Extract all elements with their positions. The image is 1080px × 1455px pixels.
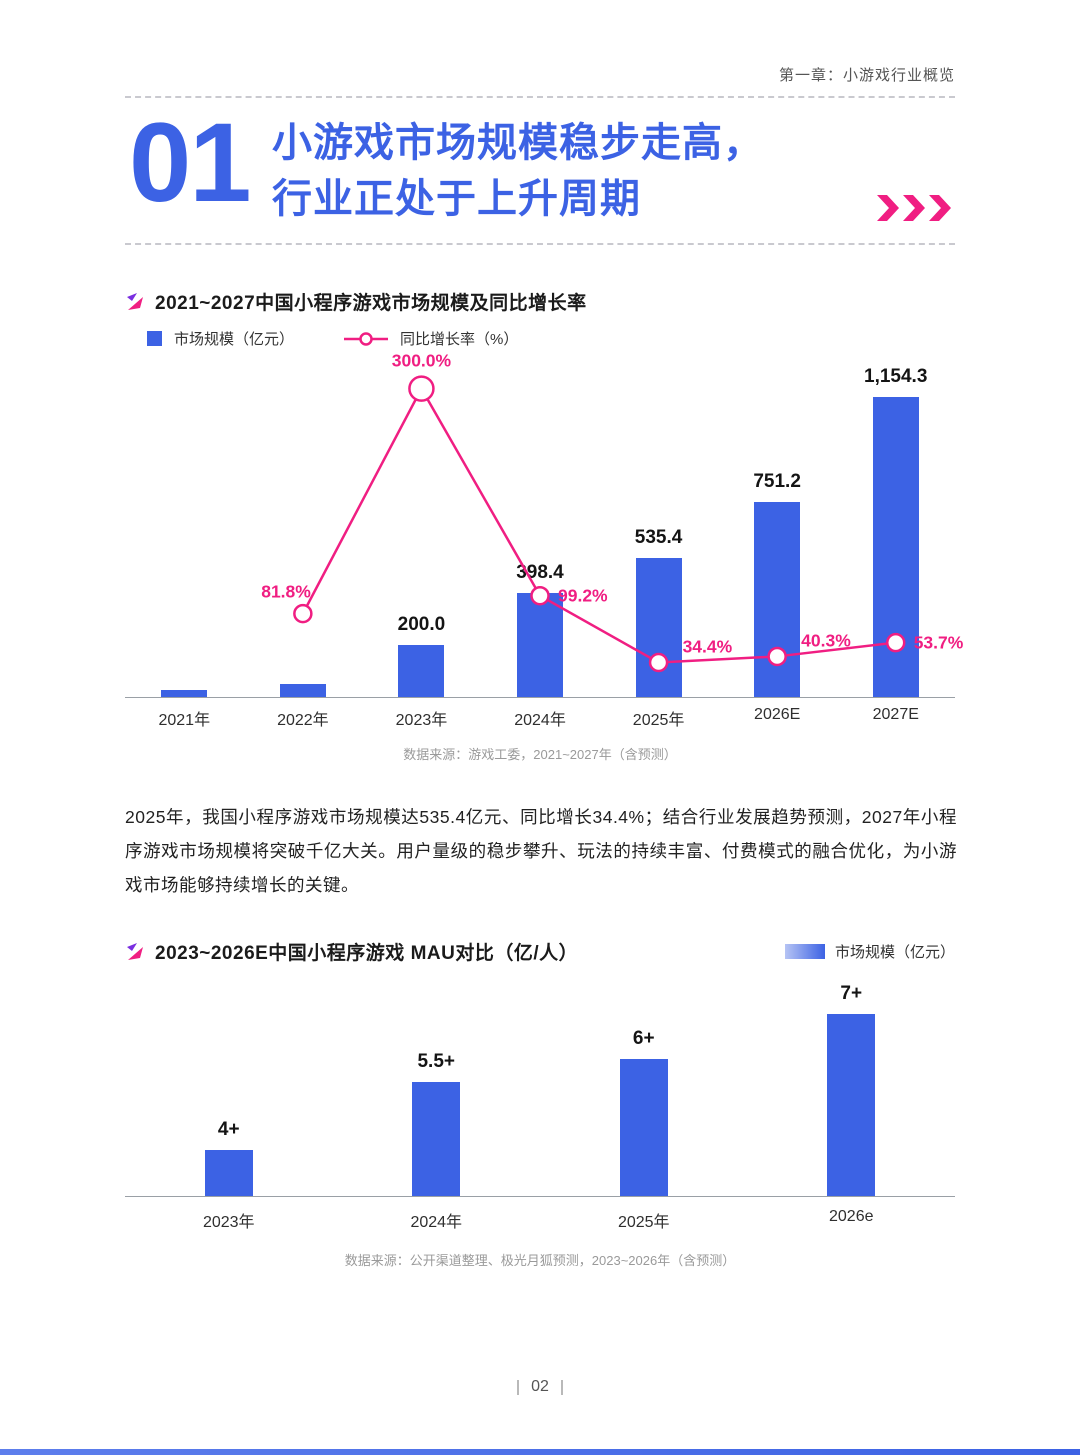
page-title: 小游戏市场规模稳步走高， 行业正处于上升周期 <box>272 115 764 227</box>
bar-value-label: 5.5+ <box>417 1051 455 1073</box>
page-number: 02 <box>531 1378 549 1395</box>
growth-point-marker <box>767 646 787 667</box>
bar-value-label: 4+ <box>217 1119 240 1141</box>
growth-point-label: 300.0% <box>392 351 452 371</box>
chart1-plot: 200.0 398.4 535.4 751.2 1,154.3 81.8% 300.0% 99… <box>125 351 964 698</box>
chart2-title: 2023~2026E中国小程序游戏 MAU对比（亿/人） <box>155 943 579 964</box>
x-axis-label: 2025年 <box>617 1214 670 1231</box>
section-marker-icon <box>127 942 143 960</box>
x-axis-label: 2026E <box>754 706 801 723</box>
growth-line-chart: 81.8% 300.0% 99.2% 34.4% 40.3% 53.7% <box>261 351 964 673</box>
growth-point-marker <box>293 603 313 624</box>
value-bar <box>827 1013 876 1196</box>
footer-divider-right <box>560 1379 563 1395</box>
section-marker-icon <box>127 292 143 310</box>
bar-value-label: 535.4 <box>634 526 683 548</box>
bar-value-label: 7+ <box>840 982 863 1004</box>
chapter-label: 第一章：小游戏行业概览 <box>778 67 955 84</box>
bar-legend-swatch <box>147 331 162 346</box>
chart1-header: 2021~2027中国小程序游戏市场规模及同比增长率 <box>125 288 955 315</box>
bar-value-label: 398.4 <box>516 562 564 584</box>
page-title-line-1: 小游戏市场规模稳步走高， <box>272 121 764 165</box>
growth-point-label: 99.2% <box>558 586 608 606</box>
x-axis-label: 2023年 <box>202 1214 255 1231</box>
chart2-x-axis: 2023年 2024年 2025年 2026e <box>125 1208 955 1232</box>
value-bar <box>161 689 208 697</box>
chart2-plot: 4+ 5.5+ 6+ 7+ <box>125 983 955 1197</box>
bottom-accent-bar <box>0 1449 1080 1455</box>
x-axis-label: 2021年 <box>158 712 211 729</box>
footer-divider-left <box>517 1379 520 1395</box>
growth-point-marker <box>408 375 435 402</box>
chapter-header: 第一章：小游戏行业概览 <box>125 64 955 85</box>
growth-point-label: 34.4% <box>683 637 733 657</box>
page-title-line-2: 行业正处于上升周期 <box>272 177 641 221</box>
chart1-title: 2021~2027中国小程序游戏市场规模及同比增长率 <box>155 293 587 314</box>
hero-section: 01 小游戏市场规模稳步走高， 行业正处于上升周期 <box>125 107 955 241</box>
value-bar <box>412 1082 461 1196</box>
chart2-legend-label: 市场规模（亿元） <box>834 944 955 961</box>
x-axis-label: 2027E <box>872 706 919 723</box>
bar-value-label: 200.0 <box>397 614 446 636</box>
bar-legend-label: 市场规模（亿元） <box>174 331 295 348</box>
top-divider <box>125 96 955 98</box>
growth-point-marker <box>530 585 550 606</box>
line-legend-label: 同比增长率（%） <box>400 331 519 348</box>
chart2-legend: 市场规模（亿元） <box>784 941 955 962</box>
x-axis-label: 2026e <box>829 1208 874 1225</box>
chart2-source: 数据来源：公开渠道整理、极光月狐预测，2023~2026年（含预测） <box>344 1253 736 1268</box>
value-bar <box>619 1059 668 1196</box>
bar-value-label: 6+ <box>632 1028 655 1050</box>
x-axis-label: 2024年 <box>410 1214 463 1231</box>
value-bar <box>204 1150 253 1196</box>
growth-point-label: 53.7% <box>914 633 964 653</box>
value-bar <box>398 645 445 697</box>
x-axis-label: 2022年 <box>277 712 329 729</box>
chart1-legend: 市场规模（亿元） 同比增长率（%） <box>147 328 518 349</box>
gradient-bar-legend-swatch <box>784 944 825 959</box>
chart1-x-axis: 2021年 2022年 2023年 2024年 2025年 2026E 2027E <box>125 706 955 730</box>
growth-point-marker <box>648 652 669 673</box>
chart2-header: 2023~2026E中国小程序游戏 MAU对比（亿/人） 市场规模（亿元） <box>125 938 955 965</box>
page-footer: 02 <box>0 1378 1080 1396</box>
value-bar <box>279 684 326 697</box>
bar-value-label: 751.2 <box>753 470 801 492</box>
body-paragraph: 2025年，我国小程序游戏市场规模达535.4亿元、同比增长34.4%；结合行业… <box>125 807 957 896</box>
value-bar <box>517 593 563 697</box>
section-number: 01 <box>129 100 252 225</box>
chart1-source: 数据来源：游戏工委，2021~2027年（含预测） <box>403 747 677 762</box>
x-axis-label: 2023年 <box>395 712 448 729</box>
growth-line <box>301 386 896 664</box>
value-bar <box>635 557 682 697</box>
bar-value-label: 1,154.3 <box>864 366 928 388</box>
growth-point-label: 81.8% <box>261 582 311 602</box>
x-axis-label: 2024年 <box>514 712 566 729</box>
growth-point-marker <box>885 632 906 653</box>
triple-chevron-icon <box>877 195 951 221</box>
line-legend-marker <box>344 331 389 346</box>
x-axis-label: 2025年 <box>632 712 685 729</box>
growth-point-label: 40.3% <box>801 630 851 650</box>
title-divider <box>125 243 955 245</box>
